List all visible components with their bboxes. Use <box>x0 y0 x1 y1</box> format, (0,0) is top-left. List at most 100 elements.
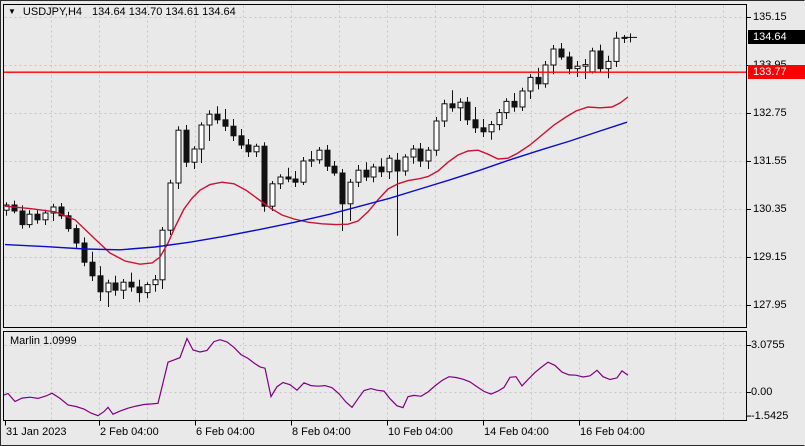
candle-body <box>159 229 166 281</box>
candle-body <box>19 210 26 226</box>
candle-body <box>26 213 33 226</box>
time-axis-label: 14 Feb 04:00 <box>484 426 549 438</box>
candle-body <box>566 56 573 70</box>
candle-body <box>363 169 370 178</box>
candle-body <box>550 48 557 66</box>
candle-body <box>535 76 542 85</box>
indicator-axis-label: 0.00 <box>751 386 773 398</box>
candle-body <box>214 113 221 121</box>
candle-body <box>417 148 424 162</box>
candle-body <box>42 212 49 221</box>
symbol-timeframe-label: USDJPY,H4 <box>22 6 83 18</box>
time-axis-label: 2 Feb 04:00 <box>100 426 159 438</box>
candle-body <box>152 279 159 286</box>
candle-body <box>464 101 471 121</box>
candle-body <box>89 261 96 277</box>
time-axis-label: 10 Feb 04:00 <box>388 426 453 438</box>
candle-body <box>613 37 620 62</box>
candle-body <box>605 60 612 70</box>
candle-body <box>378 166 385 173</box>
price-axis-label: 130.35 <box>753 203 787 215</box>
candle-body <box>370 166 377 178</box>
candle-body <box>136 286 143 294</box>
candle-body <box>292 178 299 183</box>
candle-body <box>519 90 526 108</box>
candle-body <box>574 65 581 70</box>
price-axis-label: 127.95 <box>753 299 787 311</box>
candle-body <box>198 124 205 150</box>
candle-body <box>472 119 479 129</box>
indicator-panel-border <box>3 331 747 421</box>
candle-body <box>65 215 72 230</box>
candle-body <box>238 135 245 146</box>
candle-body <box>300 160 307 183</box>
time-axis-label: 8 Feb 04:00 <box>292 426 351 438</box>
candle-body <box>308 159 315 162</box>
candle-body <box>324 149 331 167</box>
candle-body <box>97 275 104 293</box>
candle-body <box>425 149 432 162</box>
candle-body <box>222 119 229 127</box>
indicator-line <box>3 337 629 417</box>
ma-slow-line <box>4 121 628 251</box>
quote-dropdown-icon[interactable]: ▼ <box>8 7 16 16</box>
candle-body <box>245 144 252 153</box>
candle-body <box>394 159 401 172</box>
candle-body <box>285 176 292 180</box>
candle-body <box>34 213 41 221</box>
time-axis-label: 6 Feb 04:00 <box>196 426 255 438</box>
candle-body <box>316 149 323 161</box>
candle-body <box>105 282 112 293</box>
indicator-name-label: Marlin <box>10 335 40 347</box>
candle-body <box>191 148 198 163</box>
candle-body <box>496 112 503 126</box>
candle-body <box>50 206 57 214</box>
candle-body <box>597 50 604 70</box>
candle-body <box>511 100 518 108</box>
price-axis-label: 135.15 <box>753 11 787 23</box>
current-price-badge: 134.64 <box>748 30 805 44</box>
candle-body <box>386 157 393 173</box>
candle-body <box>457 101 464 109</box>
candle-body <box>144 284 151 294</box>
candle-body <box>355 169 362 183</box>
ma-fast-line <box>4 96 629 265</box>
candle-body <box>81 242 88 263</box>
candle-body <box>58 206 65 217</box>
candle-body <box>269 183 276 207</box>
candle-body <box>503 100 510 114</box>
candle-body <box>230 125 237 137</box>
candle-body <box>206 113 213 126</box>
candle-body <box>112 282 119 291</box>
candle-body <box>73 228 80 244</box>
candle-body <box>261 145 268 207</box>
price-axis-label: 131.55 <box>753 155 787 167</box>
candle-body <box>402 156 409 172</box>
indicator-value-label: 1.0999 <box>43 335 77 347</box>
candle-body <box>331 165 338 174</box>
time-axis-label: 16 Feb 04:00 <box>580 426 645 438</box>
indicator-axis-label: -1.5425 <box>751 409 789 422</box>
candle-body <box>558 48 565 58</box>
candle-body <box>441 103 448 122</box>
main-panel-border <box>3 4 747 328</box>
indicator-axis-label: 3.0755 <box>751 339 785 351</box>
candle-body <box>527 76 534 92</box>
candle-body <box>253 145 260 153</box>
candle-body <box>480 127 487 133</box>
candle-body <box>488 124 495 133</box>
time-axis-label: 31 Jan 2023 <box>6 426 67 438</box>
price-axis-label: 129.15 <box>753 251 787 263</box>
candle-body <box>347 181 354 205</box>
price-axis-label: 132.75 <box>753 107 787 119</box>
candle-body <box>582 64 589 67</box>
candle-body <box>449 103 456 109</box>
candle-body <box>542 64 549 85</box>
ohlc-quote-label: 134.64 134.70 134.61 134.64 <box>92 6 236 18</box>
candle-body <box>167 182 174 231</box>
candle-body <box>120 281 127 291</box>
